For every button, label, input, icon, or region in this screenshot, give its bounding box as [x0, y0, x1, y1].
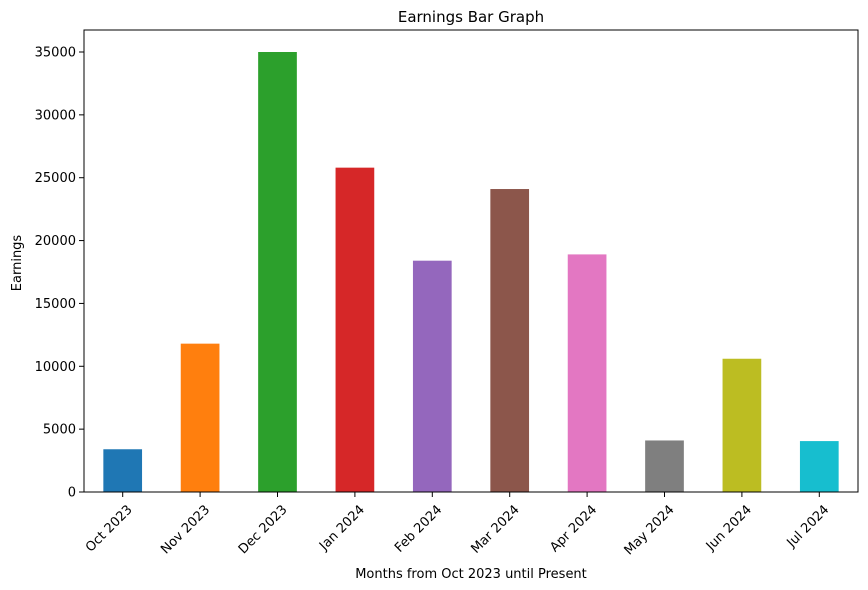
x-axis-label: Months from Oct 2023 until Present: [355, 567, 587, 582]
x-tick-label: Nov 2023: [158, 502, 213, 557]
bar-oct-2023: [103, 449, 143, 492]
y-tick-label: 30000: [35, 108, 76, 123]
bar-jun-2024: [722, 358, 762, 492]
x-tick-label: Apr 2024: [547, 502, 600, 555]
x-tick-label: Jul 2024: [784, 502, 833, 551]
bar-mar-2024: [490, 189, 530, 492]
x-tick-label: Jun 2024: [703, 502, 755, 554]
y-tick-label: 35000: [35, 46, 76, 61]
x-tick-label: Oct 2023: [83, 502, 136, 555]
x-tick-label: Feb 2024: [392, 502, 445, 555]
chart-title: Earnings Bar Graph: [398, 8, 544, 26]
x-tick-label: Mar 2024: [468, 502, 522, 556]
plot-frame: [83, 29, 859, 493]
bar-jan-2024: [335, 167, 375, 492]
x-tick-label: Jan 2024: [316, 502, 368, 554]
y-tick-label: 20000: [35, 234, 76, 249]
x-tick-label: May 2024: [622, 502, 678, 558]
bar-dec-2023: [258, 52, 297, 492]
bar-apr-2024: [567, 254, 607, 492]
bar-feb-2024: [412, 260, 452, 492]
y-tick-label: 25000: [35, 171, 76, 186]
bar-nov-2023: [180, 343, 220, 492]
bar-jul-2024: [799, 441, 839, 492]
plot-area: 0 5000 10000 15000 20000 25000 30000 35000 Oct 2…: [35, 29, 859, 558]
y-tick-label: 5000: [43, 423, 76, 438]
x-tick-label: Dec 2023: [236, 502, 291, 557]
y-tick-label: 0: [68, 486, 76, 501]
y-tick-label: 15000: [35, 297, 76, 312]
y-tick-label: 10000: [35, 360, 76, 375]
bar-may-2024: [645, 440, 684, 492]
y-axis-label: Earnings: [10, 235, 25, 292]
